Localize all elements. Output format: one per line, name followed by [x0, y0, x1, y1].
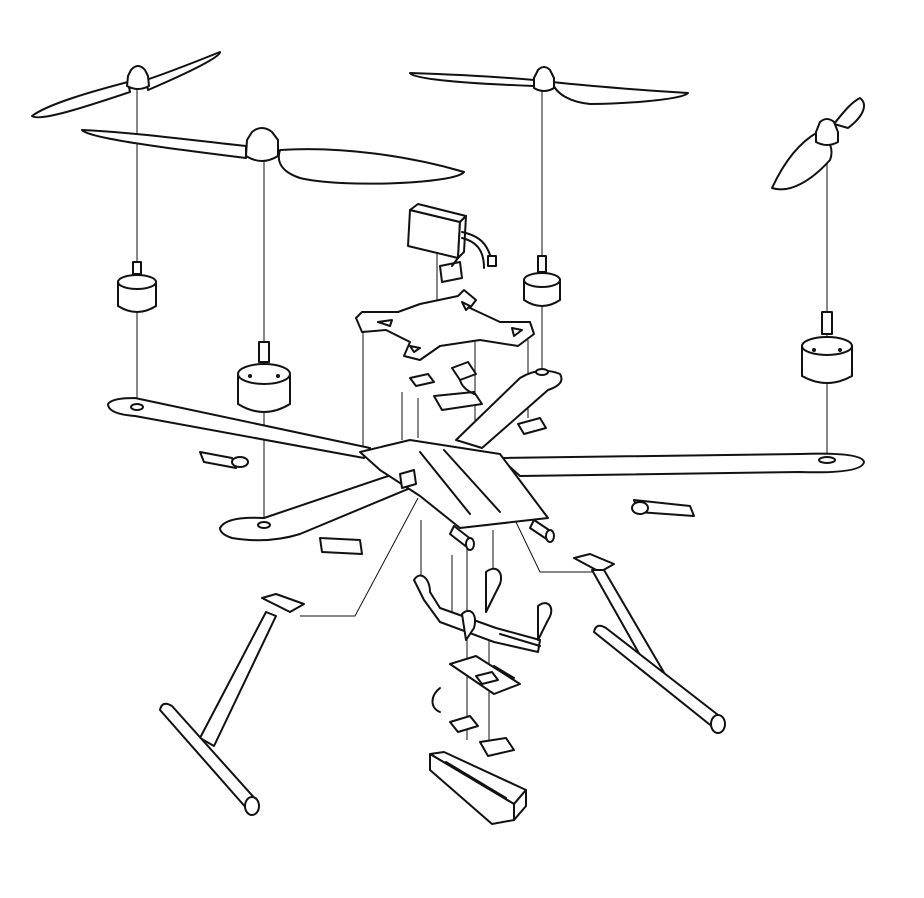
propeller-front-right [409, 66, 689, 105]
flight-controller-board [449, 655, 521, 695]
standoff-left [449, 525, 475, 551]
propeller-front-left [31, 51, 222, 119]
esc-bottom-left [319, 537, 363, 555]
motor-front-right [523, 255, 561, 307]
top-plate [355, 289, 535, 361]
small-board-right [479, 737, 515, 757]
landing-leg-left [159, 593, 305, 816]
esc-right-top [517, 417, 547, 435]
power-module [433, 361, 483, 411]
arm-rear-right [499, 452, 865, 477]
center-plate [359, 439, 549, 529]
esc-left [199, 451, 249, 469]
battery [407, 203, 497, 283]
arm-rear-left [219, 471, 421, 542]
propeller-rear-right [771, 97, 865, 191]
tray [429, 751, 527, 825]
arm-front-left [107, 397, 371, 459]
esc-right [631, 499, 695, 517]
motor-front-left [117, 261, 157, 313]
propeller-rear-left [81, 127, 465, 185]
arm-front-right [455, 368, 563, 449]
board-connector-arc [431, 687, 441, 713]
motor-rear-left [237, 341, 291, 413]
receiver-module [409, 373, 435, 387]
small-board-left [449, 715, 479, 733]
gimbal-mount [413, 567, 553, 653]
standoff-right [529, 519, 555, 543]
motor-rear-right [801, 311, 853, 384]
leader-lines [136, 88, 828, 745]
landing-leg-right [573, 553, 726, 734]
